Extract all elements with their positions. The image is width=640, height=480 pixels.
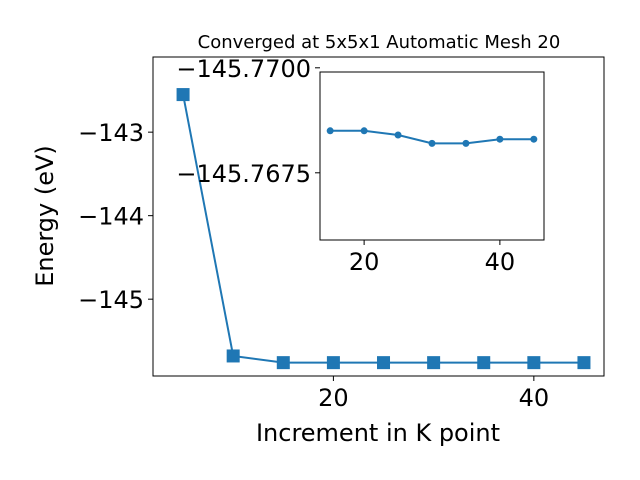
main-y-ticks: −143 −144 −145 bbox=[78, 119, 153, 314]
inset-data-point bbox=[394, 131, 402, 139]
inset-data-point bbox=[326, 127, 334, 135]
main-series bbox=[176, 88, 591, 370]
inset-data-point bbox=[360, 127, 368, 135]
y-axis-label: Energy (eV) bbox=[31, 145, 59, 287]
main-data-point bbox=[176, 88, 190, 102]
inset-x-tick-label: 20 bbox=[349, 248, 380, 276]
chart-title: Converged at 5x5x1 Automatic Mesh 20 bbox=[198, 32, 561, 53]
inset-x-tick-label: 40 bbox=[485, 248, 516, 276]
main-data-point bbox=[427, 356, 441, 370]
main-data-point bbox=[577, 356, 591, 370]
main-data-point bbox=[527, 356, 541, 370]
inset-data-point bbox=[530, 135, 538, 143]
inset-data-point bbox=[462, 139, 470, 147]
inset-data-point bbox=[428, 139, 436, 147]
inset-x-ticks: 20 40 bbox=[349, 240, 515, 276]
main-x-ticks: 20 40 bbox=[318, 376, 549, 412]
inset-series bbox=[326, 127, 538, 147]
main-y-tick-label: −143 bbox=[78, 119, 144, 147]
main-data-point bbox=[326, 356, 340, 370]
main-y-tick-label: −145 bbox=[78, 286, 144, 314]
inset-data-point bbox=[496, 135, 504, 143]
inset-plot-frame bbox=[319, 71, 545, 241]
inset-y-tick-label: −145.7700 bbox=[176, 55, 311, 83]
inset-y-tick-label: −145.7675 bbox=[176, 160, 311, 188]
inset-background bbox=[320, 72, 544, 240]
main-data-point bbox=[477, 356, 491, 370]
inset-y-ticks: −145.7700 −145.7675 bbox=[176, 55, 320, 188]
main-x-tick-label: 40 bbox=[519, 384, 550, 412]
x-axis-label: Increment in K point bbox=[256, 419, 500, 447]
main-y-tick-label: −144 bbox=[78, 203, 144, 231]
main-x-tick-label: 20 bbox=[318, 384, 349, 412]
main-data-point bbox=[377, 356, 391, 370]
main-data-point bbox=[276, 356, 290, 370]
main-plot-frame bbox=[152, 56, 605, 377]
main-data-point bbox=[226, 349, 240, 363]
main-axes: Converged at 5x5x1 Automatic Mesh 20 20 4… bbox=[31, 32, 605, 447]
inset-axes: 20 40 −145.7700−145.7675 bbox=[176, 55, 545, 276]
